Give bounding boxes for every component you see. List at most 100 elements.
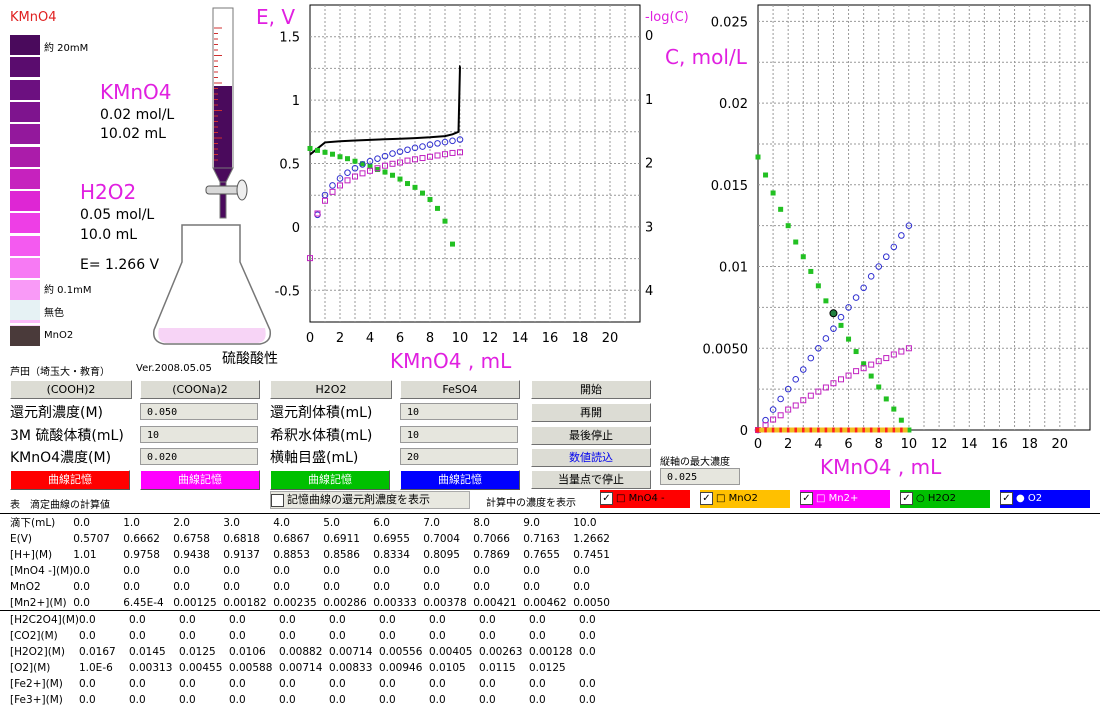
table-cell: 0.0	[378, 694, 396, 706]
table-cell: 0.0167	[78, 646, 116, 658]
reagent-button-oxalic-acid[interactable]: (COOH)2	[10, 380, 132, 399]
table-cell: 1.2662	[573, 533, 610, 545]
data-point	[834, 427, 840, 433]
data-point	[426, 141, 434, 148]
data-point	[815, 427, 821, 433]
species-toggle[interactable]: ✓ □ MnO2	[700, 490, 790, 508]
acid-vol-label: 3M 硫酸体積(mL)	[10, 428, 124, 444]
flask-label: 硫酸酸性	[222, 351, 278, 367]
table-cell: 0.00333	[373, 597, 417, 609]
table-cell: 0.0	[328, 678, 346, 690]
x-tick-label: 2	[336, 331, 344, 346]
save-curve-button-blue[interactable]: 曲線記憶	[400, 470, 520, 490]
data-point	[792, 376, 800, 383]
x-tick-label: 16	[991, 437, 1008, 452]
checkbox-checked-icon[interactable]: ✓	[900, 491, 913, 505]
species-label: MnO2	[728, 493, 758, 504]
scale-swatch	[10, 57, 40, 78]
y-tick-label: 0.0050	[703, 342, 749, 357]
table-row: [H2O2](M) 0.0167 0.0145 0.0125 0.0106 0.00882…	[10, 644, 629, 660]
table-row: [H+](M) 1.01 0.9758 0.9438 0.9137 0.8853 0.858…	[10, 547, 623, 563]
reagent-button-h2o2[interactable]: H2O2	[270, 380, 392, 399]
table-cell: 0.0	[328, 630, 346, 642]
data-point	[322, 197, 328, 204]
y-tick-label: 0	[292, 221, 300, 236]
scale-low-label: 約 0.1mM	[44, 285, 92, 296]
y-right-tick-label: 2	[645, 157, 653, 172]
species-toggle[interactable]: ✓ □ Mn2+	[800, 490, 890, 508]
data-point	[389, 150, 396, 157]
checkbox-checked-icon[interactable]: ✓	[700, 491, 713, 505]
dilution-vol-field[interactable]: 10	[400, 426, 518, 443]
scale-mno2-label: MnO2	[44, 330, 74, 341]
table-cell: 0.0	[573, 581, 590, 593]
table-cell: 0.0	[578, 694, 596, 706]
species-toggle[interactable]: ✓ □ MnO4 -	[600, 490, 690, 508]
data-point	[815, 344, 822, 352]
show-saved-toggle[interactable]: 記憶曲線の還元剤濃度を表示	[270, 491, 470, 509]
data-point	[853, 349, 859, 355]
data-point	[755, 154, 761, 160]
data-point	[799, 366, 807, 373]
table-cell: 0.0	[228, 678, 246, 690]
yaxis-max-label: 縦軸の最大濃度	[660, 457, 730, 468]
checkbox-checked-icon[interactable]: ✓	[800, 491, 813, 505]
marker-icon: □	[816, 493, 829, 504]
save-curve-button-red[interactable]: 曲線記憶	[10, 470, 130, 490]
kmno4-conc-field[interactable]: 0.020	[140, 448, 258, 465]
scale-swatch	[10, 235, 40, 256]
table-cell: 0.0	[178, 694, 196, 706]
table-cell: 0.0	[523, 581, 540, 593]
reductant-conc-field[interactable]: 0.050	[140, 403, 258, 420]
checkbox-checked-icon[interactable]: ✓	[600, 491, 613, 505]
left-chart-ylabel-right: -log(C)	[645, 10, 689, 25]
stop-last-button[interactable]: 最後停止	[531, 426, 651, 445]
table-cell: 0.0	[323, 581, 340, 593]
reagent-button-feso4[interactable]: FeSO4	[400, 380, 520, 399]
start-button[interactable]: 開始	[531, 380, 651, 399]
data-point	[830, 380, 837, 387]
reagent-button-sodium-oxalate[interactable]: (COONa)2	[140, 380, 260, 399]
burette-icon	[212, 7, 234, 219]
table-cell: 0.00313	[128, 662, 173, 674]
data-point	[819, 427, 825, 433]
data-point	[849, 427, 855, 433]
dilution-vol-label: 希釈水体積(mL)	[270, 428, 373, 444]
data-point	[778, 206, 784, 212]
data-point	[876, 427, 882, 433]
yaxis-max-field[interactable]: 0.025	[660, 468, 740, 485]
table-cell: 0.0	[528, 630, 546, 642]
data-point	[864, 427, 870, 433]
show-saved-checkbox[interactable]	[271, 493, 284, 507]
table-cell: 0.0	[73, 597, 90, 609]
scale-top-label: 約 20mM	[44, 43, 89, 54]
table-cell: 0.5707	[73, 533, 110, 545]
data-point	[838, 427, 844, 433]
data-point	[411, 144, 419, 152]
resume-button[interactable]: 再開	[531, 403, 651, 422]
checkbox-checked-icon[interactable]: ✓	[1000, 491, 1013, 505]
table-cell: 0.0	[78, 678, 96, 690]
data-point	[846, 427, 852, 433]
x-tick-label: 18	[1021, 437, 1038, 452]
acid-vol-field[interactable]: 10	[140, 426, 258, 443]
table-row: [Mn2+](M) 0.0 6.45E-4 0.00125 0.00182 0.00235…	[10, 595, 623, 611]
data-point	[449, 149, 456, 156]
scale-swatch	[10, 101, 40, 122]
reductant-vol-field[interactable]: 10	[400, 403, 518, 420]
save-curve-button-green[interactable]: 曲線記憶	[270, 470, 390, 490]
table-cell: 0.00455	[178, 662, 223, 674]
stop-at-equivalence-button[interactable]: 当量点で停止	[531, 470, 651, 489]
data-point	[344, 177, 351, 184]
species-toggle[interactable]: ✓ ● O2	[1000, 490, 1090, 508]
data-point	[800, 427, 806, 433]
data-point	[770, 190, 776, 196]
xaxis-max-field[interactable]: 20	[400, 448, 518, 465]
read-values-button[interactable]: 数値読込	[531, 448, 651, 467]
data-point	[785, 427, 791, 433]
save-curve-button-magenta[interactable]: 曲線記憶	[140, 470, 260, 490]
species-toggle[interactable]: ✓ ○ H2O2	[900, 490, 990, 508]
row-label: [H+](M)	[10, 549, 53, 561]
scale-swatch	[10, 258, 40, 278]
